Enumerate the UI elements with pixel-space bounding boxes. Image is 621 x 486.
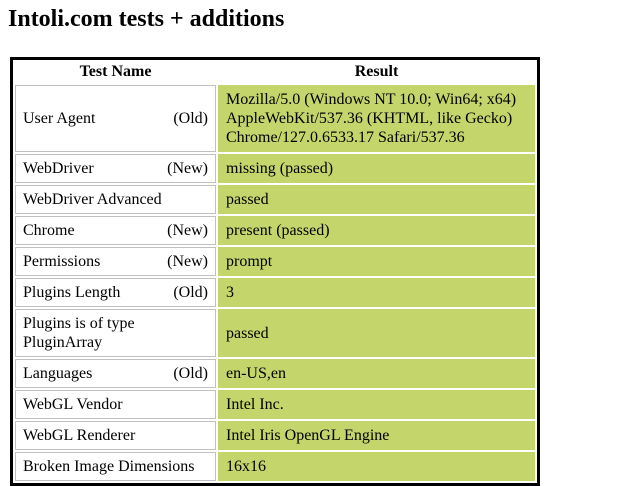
- test-name-cell: (Old) Plugins Length: [15, 278, 216, 307]
- test-name-label: Plugins is of type PluginArray: [23, 315, 135, 351]
- test-results-table: Test Name Result (Old) User Agent Mozill…: [10, 57, 540, 486]
- result-cell: passed: [218, 309, 535, 357]
- test-name-label: WebGL Vendor: [23, 396, 123, 413]
- result-cell: present (passed): [218, 216, 535, 245]
- test-name-cell: (New) Permissions: [15, 247, 216, 276]
- test-name-label: Chrome: [23, 222, 75, 239]
- test-name-cell: (Old) User Agent: [15, 85, 216, 152]
- test-age-tag: (Old): [173, 110, 208, 127]
- table-row: Plugins is of type PluginArray passed: [15, 309, 535, 357]
- table-row: (Old) User Agent Mozilla/5.0 (Windows NT…: [15, 85, 535, 152]
- test-name-cell: Plugins is of type PluginArray: [15, 309, 216, 357]
- test-name-cell: (Old) Languages: [15, 359, 216, 388]
- table-row: (New) Permissions prompt: [15, 247, 535, 276]
- header-row: Test Name Result: [15, 62, 535, 83]
- table-row: (Old) Plugins Length 3: [15, 278, 535, 307]
- test-name-cell: (New) WebDriver: [15, 154, 216, 183]
- test-name-cell: Broken Image Dimensions: [15, 452, 216, 481]
- test-name-cell: WebGL Vendor: [15, 390, 216, 419]
- test-name-label: Permissions: [23, 253, 101, 270]
- column-header-test-name: Test Name: [79, 63, 152, 80]
- table-row: WebDriver Advanced passed: [15, 185, 535, 214]
- result-cell: passed: [218, 185, 535, 214]
- test-name-label: Languages: [23, 365, 93, 382]
- table-row: (New) WebDriver missing (passed): [15, 154, 535, 183]
- table-header: Test Name Result: [15, 62, 535, 83]
- test-name-label: Plugins Length: [23, 284, 121, 301]
- test-name-label: Broken Image Dimensions: [23, 458, 195, 475]
- column-header-result: Result: [354, 63, 399, 80]
- test-name-cell: WebGL Renderer: [15, 421, 216, 450]
- table-row: (Old) Languages en-US,en: [15, 359, 535, 388]
- test-name-label: WebDriver: [23, 160, 94, 177]
- test-name-label: WebGL Renderer: [23, 427, 136, 444]
- test-age-tag: (Old): [173, 284, 208, 301]
- result-cell: Intel Inc.: [218, 390, 535, 419]
- test-age-tag: (New): [167, 253, 208, 270]
- test-name-cell: (New) Chrome: [15, 216, 216, 245]
- result-cell: prompt: [218, 247, 535, 276]
- test-name-label: WebDriver Advanced: [23, 191, 162, 208]
- result-cell: 3: [218, 278, 535, 307]
- table-row: WebGL Renderer Intel Iris OpenGL Engine: [15, 421, 535, 450]
- page-title: Intoli.com tests + additions: [8, 6, 285, 32]
- test-name-label: User Agent: [23, 110, 96, 127]
- test-age-tag: (Old): [173, 365, 208, 382]
- test-name-cell: WebDriver Advanced: [15, 185, 216, 214]
- table-row: Broken Image Dimensions 16x16: [15, 452, 535, 481]
- test-age-tag: (New): [167, 160, 208, 177]
- table-row: WebGL Vendor Intel Inc.: [15, 390, 535, 419]
- table-row: (New) Chrome present (passed): [15, 216, 535, 245]
- test-age-tag: (New): [167, 222, 208, 239]
- result-cell: 16x16: [218, 452, 535, 481]
- result-cell: Intel Iris OpenGL Engine: [218, 421, 535, 450]
- result-cell: Mozilla/5.0 (Windows NT 10.0; Win64; x64…: [218, 85, 535, 152]
- result-cell: missing (passed): [218, 154, 535, 183]
- test-table-body: (Old) User Agent Mozilla/5.0 (Windows NT…: [15, 85, 535, 481]
- result-cell: en-US,en: [218, 359, 535, 388]
